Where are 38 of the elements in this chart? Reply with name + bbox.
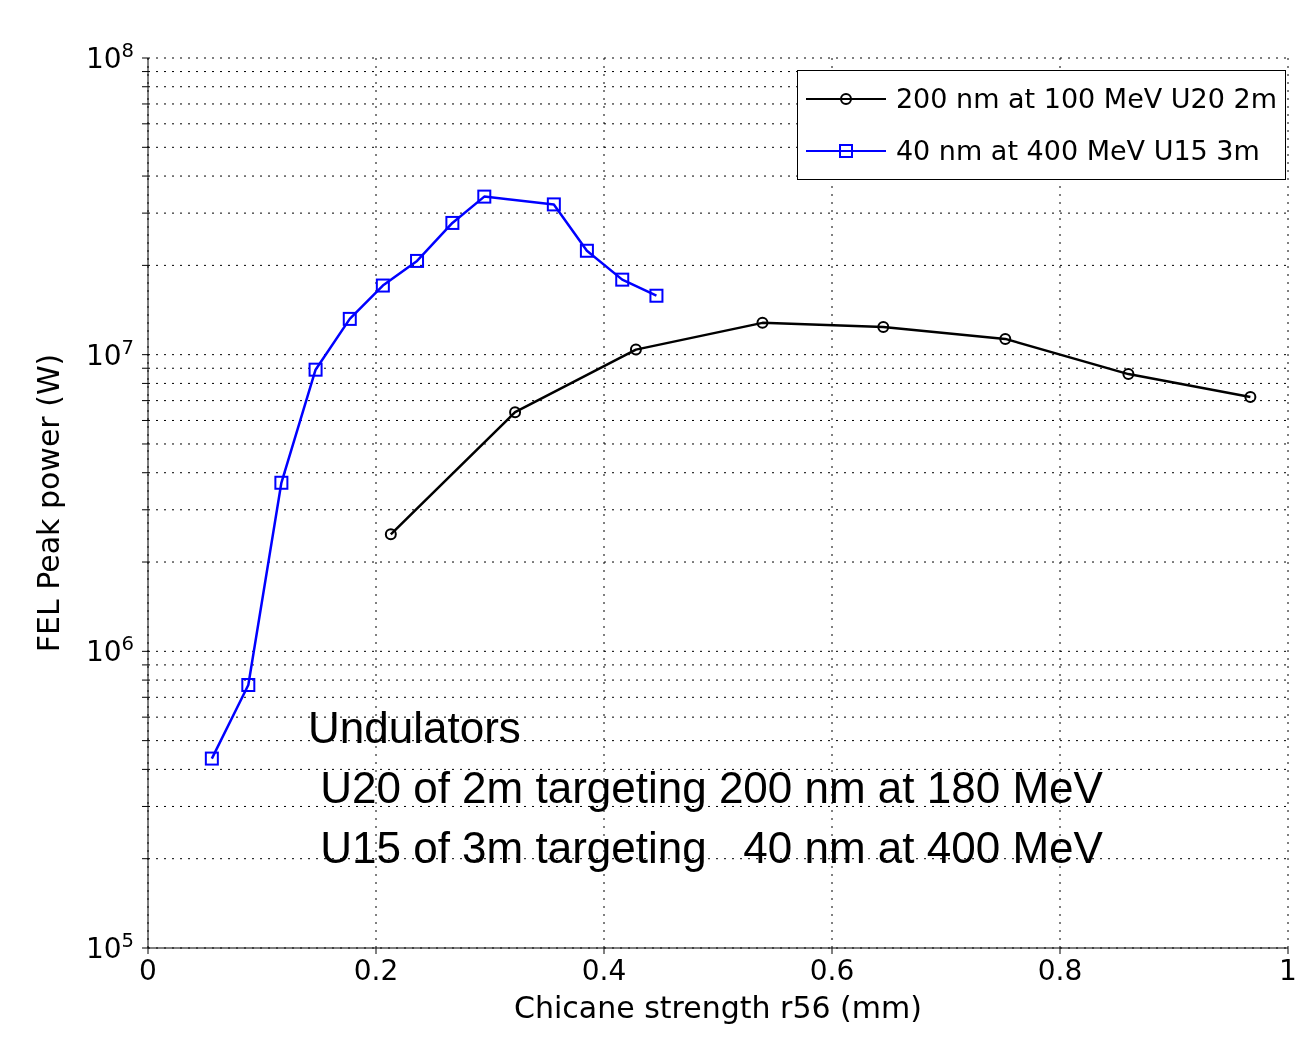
legend-label: 200 nm at 100 MeV U20 2m <box>895 82 1277 116</box>
point <box>204 751 219 766</box>
annotation: U20 of 2m targeting 200 nm at 180 MeV <box>319 762 1103 814</box>
point <box>649 288 664 303</box>
point <box>615 272 630 287</box>
point <box>477 189 492 204</box>
point <box>999 332 1012 345</box>
point <box>579 243 594 258</box>
point <box>410 253 425 268</box>
annotation: Undulators <box>308 702 522 754</box>
point <box>308 362 323 377</box>
y-tick-label: 10$^{5}$ <box>85 928 134 965</box>
point <box>1122 368 1135 381</box>
point <box>241 678 256 693</box>
point <box>384 528 397 541</box>
point <box>629 343 642 356</box>
point <box>342 311 357 326</box>
point <box>756 316 769 329</box>
legend-label: 40 nm at 400 MeV U15 3m <box>895 134 1260 168</box>
x-tick-label: 0.4 <box>581 954 627 987</box>
y-tick-label: 10$^{6}$ <box>85 631 134 669</box>
point <box>375 278 390 293</box>
point <box>1244 390 1257 403</box>
y-tick-label: 10$^{7}$ <box>85 335 134 372</box>
point <box>546 197 561 212</box>
point <box>445 215 460 230</box>
x-tick-label: 0 <box>139 954 157 987</box>
point <box>509 406 522 419</box>
point <box>274 475 289 490</box>
x-tick-label: 0.6 <box>809 954 855 987</box>
x-axis-title: Chicane strength r56 (mm) <box>514 990 922 1025</box>
annotation: U15 of 3m targeting 40 nm at 400 MeV <box>319 822 1103 874</box>
x-tick-label: 1 <box>1279 954 1297 987</box>
y-tick-label: 10$^{8}$ <box>85 38 134 75</box>
x-tick-label: 0.2 <box>353 954 399 987</box>
x-tick-label: 0.8 <box>1037 954 1083 987</box>
y-axis-title: FEL Peak power (W) <box>30 353 66 653</box>
point <box>877 320 890 333</box>
